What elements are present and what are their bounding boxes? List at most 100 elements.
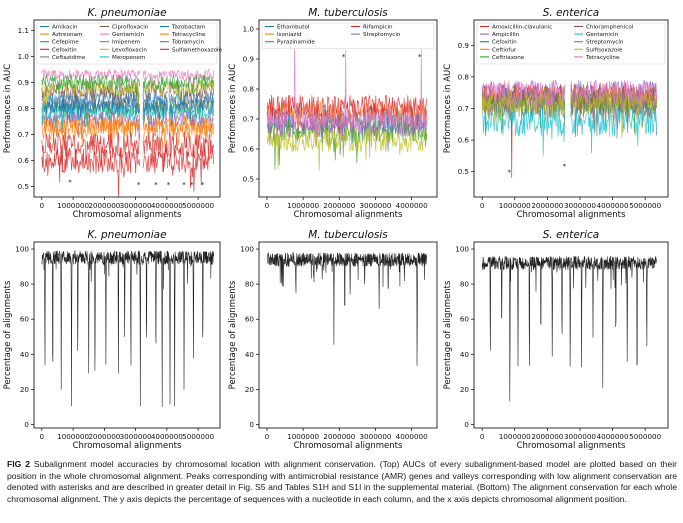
y-axis-label: Percentage of alignments <box>3 280 13 389</box>
asterisk-marker: * <box>68 178 72 186</box>
legend-label: Pyrazinamide <box>277 40 315 46</box>
figure-label: FIG 2 <box>7 459 30 469</box>
plot-area <box>41 249 214 407</box>
x-tick-label: 1000000 <box>57 201 89 210</box>
y-tick-label: 80 <box>460 280 470 289</box>
chart-title: M. tuberculosis <box>308 7 388 19</box>
legend-item: Rifampicin <box>351 25 393 31</box>
y-tick-label: 1.0 <box>18 52 30 61</box>
y-tick-label: 0.5 <box>458 167 469 176</box>
legend-item: Amikacin <box>40 25 78 31</box>
legend-label: Tetracycline <box>585 55 620 61</box>
y-tick-label: 0.7 <box>243 115 254 124</box>
legend-label: Cefoxitin <box>492 40 517 46</box>
legend-label: Meropenem <box>112 55 145 61</box>
y-tick-label: 1.0 <box>243 25 255 34</box>
legend-label: Streptomycin <box>363 32 401 38</box>
y-tick-label: 0.6 <box>18 156 30 165</box>
y-tick-label: 40 <box>20 350 30 359</box>
y-axis-label: Percentage of alignments <box>443 280 453 389</box>
asterisk-marker: * <box>201 181 205 189</box>
y-tick-label: 0.9 <box>458 41 470 50</box>
chart-title: K. pneumoniae <box>87 229 166 241</box>
legend-label: Chloramphenicol <box>586 25 634 31</box>
x-tick-label: 4000000 <box>396 201 428 210</box>
x-tick-label: 3000000 <box>359 432 391 441</box>
x-tick-label: 1000000 <box>287 201 319 210</box>
y-tick-label: 0 <box>464 420 469 429</box>
y-tick-label: 0.6 <box>458 136 470 145</box>
x-tick-label: 0 <box>480 201 485 210</box>
legend-item: Meropenem <box>100 55 145 61</box>
legend-item: Tetracycline <box>574 55 620 61</box>
x-axis-label: Chromosomal alignments <box>73 441 182 451</box>
plot-frame <box>258 241 438 429</box>
chart-grid: * * * * * * *0 1000000 2000000 3000000 4000000 5000… <box>3 7 669 451</box>
y-axis-label: Performances in AUC <box>443 64 453 153</box>
legend-label: Ceftriaxone <box>492 55 525 61</box>
legend-label: Isoniazid <box>277 32 302 38</box>
x-tick-label: 0 <box>265 201 270 210</box>
x-tick-label: 4000000 <box>597 432 629 441</box>
conservation-line <box>481 255 657 402</box>
x-tick-label: 3000000 <box>564 432 596 441</box>
series-line-sulfamethoxazole <box>41 132 215 172</box>
plot-area: ** <box>481 79 657 179</box>
asterisk-marker: * <box>190 181 194 189</box>
x-tick-label: 2000000 <box>88 432 120 441</box>
chart-mt-cons: 0 1000000 2000000 3000000 4000000 0 20 40 60 80 10… <box>228 229 438 451</box>
plot-area: * * * * * * * <box>41 68 215 197</box>
chart-mt-auc: ***010000002000000300000040000000.50.60.… <box>228 7 438 220</box>
legend-item: Aztreonam <box>40 32 82 38</box>
series-line-unnamed-5 <box>266 40 428 159</box>
y-tick-label: 20 <box>20 385 30 394</box>
legend-item: Ciprofloxacin <box>100 25 149 31</box>
x-axis-label: Chromosomal alignments <box>517 210 626 220</box>
y-tick-label: 100 <box>240 245 254 254</box>
chart-kp-cons: 0 1000000 2000000 3000000 4000000 5000000 0 20 4… <box>3 229 221 451</box>
legend-item: Imipenem <box>100 40 140 46</box>
y-tick-label: 0 <box>24 420 29 429</box>
asterisk-marker: * <box>507 169 511 177</box>
y-tick-label: 0.5 <box>18 182 29 191</box>
legend-item: Ampicillin <box>480 32 520 38</box>
legend-label: Amoxicillin-clavulanic <box>492 25 552 31</box>
x-tick-label: 5000000 <box>182 432 214 441</box>
asterisk-marker: * <box>342 53 346 61</box>
legend-item: Streptomycin <box>574 40 624 46</box>
x-tick-label: 0 <box>480 432 485 441</box>
legend-label: Gentamicin <box>586 32 619 38</box>
legend-item: Gentamicin <box>100 32 145 38</box>
y-tick-label: 100 <box>15 245 29 254</box>
x-tick-label: 3000000 <box>120 432 152 441</box>
legend-item: Tazobactam <box>160 25 205 31</box>
y-tick-label: 0.8 <box>18 104 30 113</box>
legend-box <box>36 22 218 65</box>
asterisk-marker: * <box>182 181 186 189</box>
legend-label: Streptomycin <box>586 40 624 46</box>
legend-label: Ceftiofur <box>492 47 517 53</box>
legend-item: Ceftiofur <box>480 47 517 53</box>
legend-label: Sulfamethoxazole <box>172 47 223 53</box>
x-axis-label: Chromosomal alignments <box>294 210 403 220</box>
y-tick-label: 40 <box>460 350 470 359</box>
y-tick-label: 40 <box>245 350 255 359</box>
x-axis-label: Chromosomal alignments <box>73 210 182 220</box>
y-tick-label: 0.7 <box>18 130 29 139</box>
chart-title: M. tuberculosis <box>308 229 388 241</box>
x-tick-label: 2000000 <box>88 201 120 210</box>
x-tick-label: 3000000 <box>359 201 391 210</box>
asterisk-marker: * <box>418 53 422 61</box>
legend-label: Tetracycline <box>171 32 206 38</box>
legend-label: Cefoxitin <box>52 47 77 53</box>
x-tick-label: 4000000 <box>396 432 428 441</box>
y-tick-label: 20 <box>245 385 255 394</box>
legend-label: Cefepime <box>52 40 79 46</box>
legend-label: Amikacin <box>52 25 78 31</box>
legend-box <box>476 22 666 65</box>
x-tick-label: 2000000 <box>531 201 563 210</box>
y-axis-label: Percentage of alignments <box>228 280 238 389</box>
